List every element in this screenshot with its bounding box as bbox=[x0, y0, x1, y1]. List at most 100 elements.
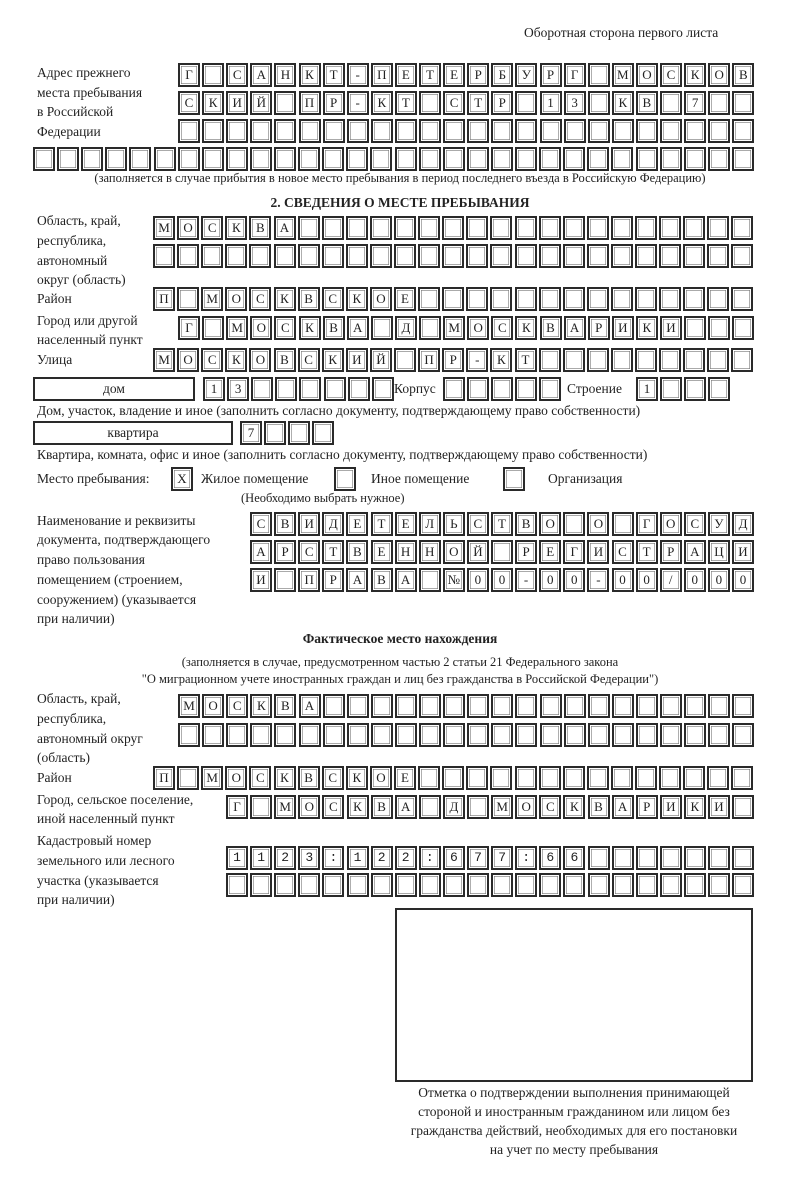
char-cell[interactable]: М bbox=[201, 766, 224, 790]
char-cell[interactable]: П bbox=[298, 568, 321, 592]
char-cell[interactable] bbox=[562, 348, 585, 372]
char-cell[interactable] bbox=[250, 873, 273, 897]
char-cell[interactable] bbox=[370, 723, 393, 747]
char-cell[interactable]: Р bbox=[587, 316, 610, 340]
char-cell[interactable]: В bbox=[515, 512, 538, 536]
char-cell[interactable] bbox=[467, 795, 489, 819]
char-cell[interactable] bbox=[274, 119, 297, 143]
char-cell[interactable] bbox=[466, 216, 489, 240]
char-cell[interactable] bbox=[707, 348, 730, 372]
char-cell[interactable] bbox=[419, 723, 441, 747]
char-cell[interactable] bbox=[323, 377, 346, 401]
char-cell[interactable]: К bbox=[346, 795, 369, 819]
char-cell[interactable] bbox=[322, 723, 345, 747]
char-cell[interactable]: Г bbox=[178, 63, 200, 87]
char-cell[interactable]: О bbox=[708, 63, 731, 87]
char-cell[interactable] bbox=[610, 766, 633, 790]
char-cell[interactable]: Д bbox=[732, 512, 754, 536]
char-cell[interactable] bbox=[660, 723, 682, 747]
char-cell[interactable] bbox=[370, 873, 393, 897]
char-cell[interactable] bbox=[274, 147, 296, 171]
char-cell[interactable] bbox=[563, 846, 586, 870]
char-cell[interactable] bbox=[587, 91, 610, 115]
char-cell[interactable]: С bbox=[297, 348, 320, 372]
char-cell[interactable]: С bbox=[226, 694, 249, 718]
char-cell[interactable]: Г bbox=[226, 795, 248, 819]
char-cell[interactable]: Т bbox=[419, 63, 441, 87]
char-cell[interactable] bbox=[635, 147, 658, 171]
char-cell[interactable] bbox=[490, 766, 513, 790]
char-cell[interactable]: К bbox=[202, 91, 225, 115]
char-cell[interactable]: Ц bbox=[707, 540, 730, 564]
checkbox-organization[interactable] bbox=[503, 467, 525, 491]
char-cell[interactable]: А bbox=[346, 568, 369, 592]
char-cell[interactable]: В bbox=[297, 287, 320, 311]
char-cell[interactable]: Г bbox=[563, 540, 586, 564]
char-cell[interactable] bbox=[202, 316, 225, 340]
char-cell[interactable]: Т bbox=[635, 540, 658, 564]
char-cell[interactable]: С bbox=[491, 316, 514, 340]
char-cell[interactable]: К bbox=[250, 694, 273, 718]
char-cell[interactable] bbox=[708, 694, 731, 718]
char-cell[interactable] bbox=[202, 119, 225, 143]
char-cell[interactable]: К bbox=[298, 316, 321, 340]
char-cell[interactable] bbox=[250, 846, 273, 870]
char-cell[interactable] bbox=[225, 244, 248, 268]
char-cell[interactable] bbox=[298, 147, 321, 171]
char-cell[interactable] bbox=[708, 377, 731, 401]
char-cell[interactable] bbox=[514, 766, 537, 790]
char-cell[interactable]: А bbox=[611, 795, 634, 819]
char-cell[interactable] bbox=[298, 846, 321, 870]
char-cell[interactable]: Й bbox=[369, 348, 392, 372]
char-cell[interactable]: И bbox=[345, 348, 368, 372]
char-cell[interactable] bbox=[442, 846, 465, 870]
char-cell[interactable]: С bbox=[274, 316, 297, 340]
char-cell[interactable]: М bbox=[491, 795, 514, 819]
char-cell[interactable]: - bbox=[587, 568, 610, 592]
char-cell[interactable] bbox=[226, 723, 249, 747]
char-cell[interactable] bbox=[635, 287, 657, 311]
char-cell[interactable] bbox=[660, 694, 682, 718]
char-cell[interactable] bbox=[297, 216, 320, 240]
char-cell[interactable]: К bbox=[611, 91, 634, 115]
char-cell[interactable]: М bbox=[153, 216, 175, 240]
char-cell[interactable] bbox=[610, 287, 633, 311]
char-cell[interactable]: О bbox=[225, 287, 248, 311]
char-cell[interactable] bbox=[346, 723, 369, 747]
char-cell[interactable] bbox=[322, 147, 345, 171]
char-cell[interactable]: К bbox=[321, 348, 344, 372]
char-cell[interactable]: О bbox=[177, 348, 200, 372]
char-cell[interactable] bbox=[587, 846, 610, 870]
char-cell[interactable]: О bbox=[659, 512, 682, 536]
char-cell[interactable] bbox=[563, 119, 586, 143]
char-cell[interactable]: В bbox=[346, 540, 369, 564]
char-cell[interactable] bbox=[443, 694, 466, 718]
char-cell[interactable] bbox=[586, 348, 609, 372]
char-cell[interactable]: С bbox=[539, 795, 562, 819]
char-cell[interactable]: К bbox=[370, 91, 393, 115]
char-cell[interactable]: К bbox=[490, 348, 513, 372]
char-cell[interactable]: К bbox=[684, 63, 707, 87]
char-cell[interactable] bbox=[491, 119, 514, 143]
char-cell[interactable] bbox=[466, 244, 489, 268]
char-cell[interactable]: Г bbox=[635, 512, 658, 536]
char-cell[interactable]: А bbox=[273, 216, 296, 240]
char-cell[interactable]: И bbox=[708, 795, 730, 819]
char-cell[interactable] bbox=[346, 147, 369, 171]
char-cell[interactable]: П bbox=[370, 63, 393, 87]
char-cell[interactable] bbox=[298, 723, 321, 747]
char-cell[interactable] bbox=[683, 287, 706, 311]
char-cell[interactable]: Е bbox=[394, 766, 416, 790]
char-cell[interactable] bbox=[732, 723, 755, 747]
char-cell[interactable] bbox=[538, 216, 561, 240]
char-cell[interactable]: Р bbox=[442, 348, 465, 372]
char-cell[interactable]: Е bbox=[394, 287, 416, 311]
char-cell[interactable]: В bbox=[274, 694, 297, 718]
char-cell[interactable]: Р bbox=[467, 63, 490, 87]
char-cell[interactable]: Т bbox=[491, 512, 513, 536]
char-cell[interactable]: О bbox=[442, 540, 465, 564]
char-cell[interactable] bbox=[683, 873, 706, 897]
char-cell[interactable]: И bbox=[250, 568, 272, 592]
char-cell[interactable] bbox=[419, 91, 441, 115]
char-cell[interactable]: № bbox=[442, 568, 465, 592]
